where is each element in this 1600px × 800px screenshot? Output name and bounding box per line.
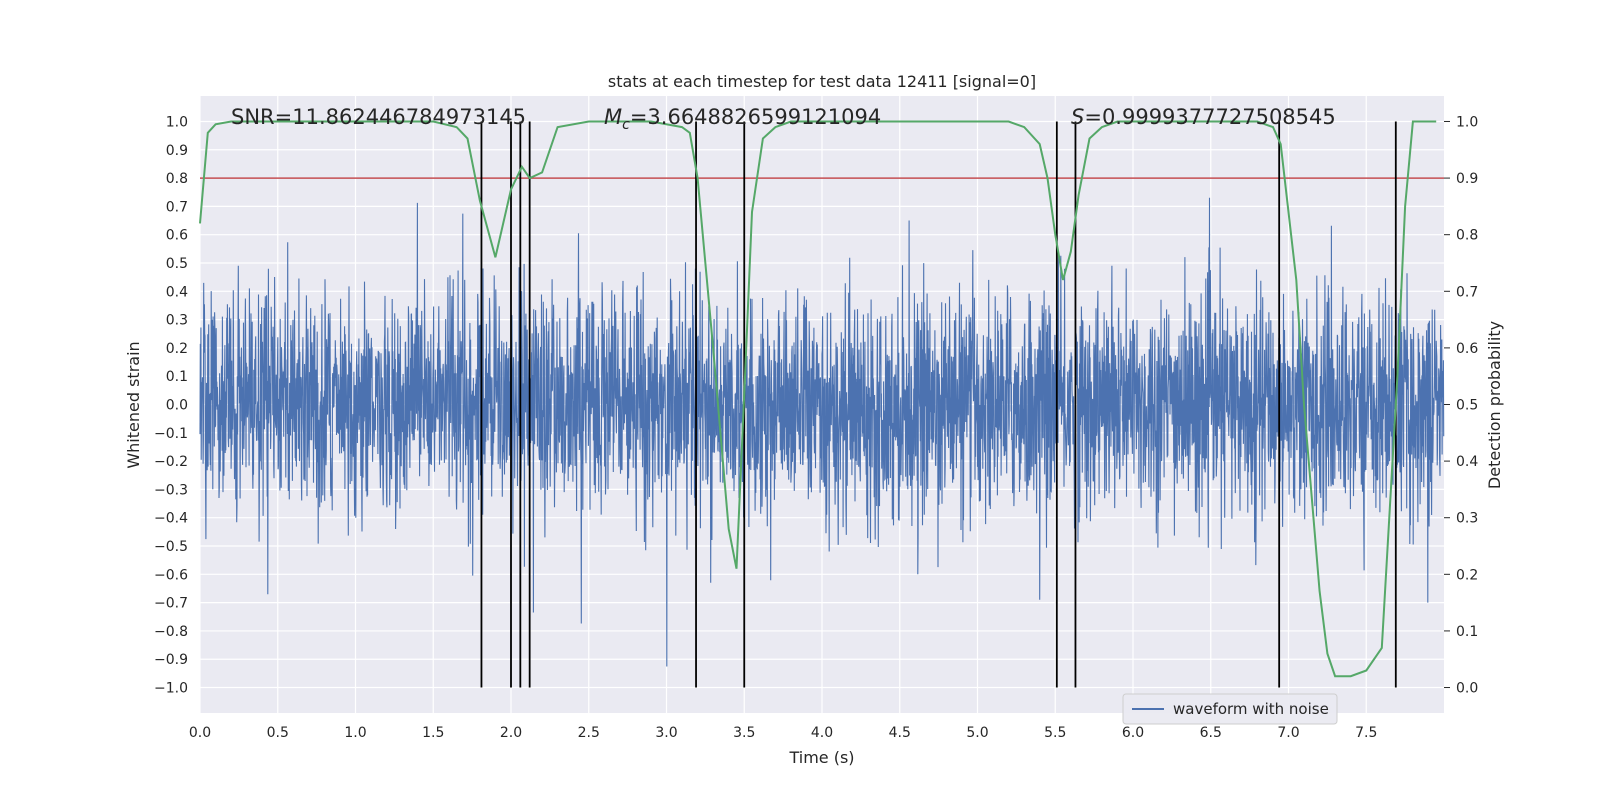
x-tick-label: 0.5	[267, 725, 289, 741]
y-right-tick-label: 0.6	[1456, 341, 1478, 357]
waveform-trace	[199, 197, 1445, 667]
mc-symbol: M	[604, 105, 622, 129]
x-axis-ticks: 0.0 0.5 1.0 1.5 2.0 2.5 3.0 3.5 4.0 4.5 5.0 5.5 6.0 6…	[189, 725, 1378, 741]
x-tick-label: 1.0	[344, 725, 366, 741]
y-right-tick-label: 0.8	[1456, 228, 1478, 244]
y-right-tick-label: 0.5	[1456, 398, 1478, 414]
x-tick-label: 4.0	[811, 725, 833, 741]
x-tick-label: 1.5	[422, 725, 444, 741]
y-left-tick-label: −0.5	[154, 539, 188, 555]
y-left-tick-label: −0.6	[154, 567, 188, 583]
y-left-tick-label: 0.9	[166, 143, 188, 159]
mc-subscript: c	[622, 117, 630, 133]
s-value: =0.9999377727508545	[1084, 105, 1335, 129]
y-left-tick-label: 0.3	[166, 313, 188, 329]
y-left-ticks: 1.0 0.9 0.8 0.7 0.6 0.5 0.4 0.3 0.2 0.1 0.0 −0.1 −0.…	[154, 114, 188, 696]
y-left-tick-label: −0.3	[154, 482, 188, 498]
mc-value: =3.6648826599121094	[630, 105, 881, 129]
y-left-tick-label: 0.5	[166, 256, 188, 272]
x-tick-label: 5.0	[966, 725, 988, 741]
legend-box	[1122, 693, 1338, 725]
mc-annotation: Mc=3.6648826599121094	[604, 105, 881, 133]
y-left-tick-label: 0.6	[166, 228, 188, 244]
y-right-tick-label: 0.3	[1456, 511, 1478, 527]
y-left-tick-label: −0.8	[154, 624, 188, 640]
y-right-tick-label: 0.9	[1456, 171, 1478, 187]
y-right-tick-label: 0.0	[1456, 681, 1478, 697]
x-tick-label: 5.5	[1044, 725, 1066, 741]
x-tick-label: 6.0	[1122, 725, 1144, 741]
y-left-tick-label: 0.0	[166, 398, 188, 414]
chart-title: stats at each timestep for test data 124…	[608, 72, 1036, 91]
waveform-series	[199, 197, 1445, 667]
y-left-tick-label: −0.1	[154, 426, 188, 442]
snr-annotation: SNR=11.862446784973145	[231, 105, 526, 129]
x-tick-label: 7.0	[1277, 725, 1299, 741]
y-left-tick-label: 0.7	[166, 199, 188, 215]
legend: waveform with noise	[1122, 693, 1338, 725]
y-left-axis-label: Whitened strain	[124, 341, 143, 468]
legend-label: waveform with noise	[1173, 700, 1329, 718]
y-left-tick-label: 0.8	[166, 171, 188, 187]
y-right-axis-label: Detection probability	[1485, 321, 1504, 489]
x-tick-label: 4.5	[889, 725, 911, 741]
y-right-tick-label: 0.2	[1456, 567, 1478, 583]
y-left-tick-label: 0.1	[166, 369, 188, 385]
x-tick-label: 6.5	[1200, 725, 1222, 741]
y-left-tick-label: −0.4	[154, 511, 188, 527]
detection-probability-line	[199, 120, 1437, 678]
y-left-tick-label: 1.0	[166, 114, 188, 130]
x-tick-label: 7.5	[1355, 725, 1377, 741]
x-tick-label: 3.5	[733, 725, 755, 741]
s-annotation: S=0.9999377727508545	[1071, 105, 1336, 129]
y-left-tick-label: −0.2	[154, 454, 188, 470]
x-tick-label: 3.0	[655, 725, 677, 741]
y-left-tick-label: −0.7	[154, 596, 188, 612]
y-left-tick-label: 0.2	[166, 341, 188, 357]
y-left-tick-label: 0.4	[166, 284, 188, 300]
y-right-tick-label: 0.1	[1456, 624, 1478, 640]
s-symbol: S	[1071, 105, 1084, 129]
y-left-tick-label: −0.9	[154, 652, 188, 668]
x-tick-label: 2.5	[578, 725, 600, 741]
y-right-tick-label: 1.0	[1456, 114, 1478, 130]
y-left-tick-label: −1.0	[154, 681, 188, 697]
y-right-ticks: 1.0 0.9 0.8 0.7 0.6 0.5 0.4 0.3 0.2 0.1 0.0	[1444, 114, 1478, 697]
x-tick-label: 0.0	[189, 725, 211, 741]
x-tick-label: 2.0	[500, 725, 522, 741]
x-axis-label: Time (s)	[788, 748, 854, 767]
y-right-tick-label: 0.7	[1456, 284, 1478, 300]
y-right-tick-label: 0.4	[1456, 454, 1478, 470]
